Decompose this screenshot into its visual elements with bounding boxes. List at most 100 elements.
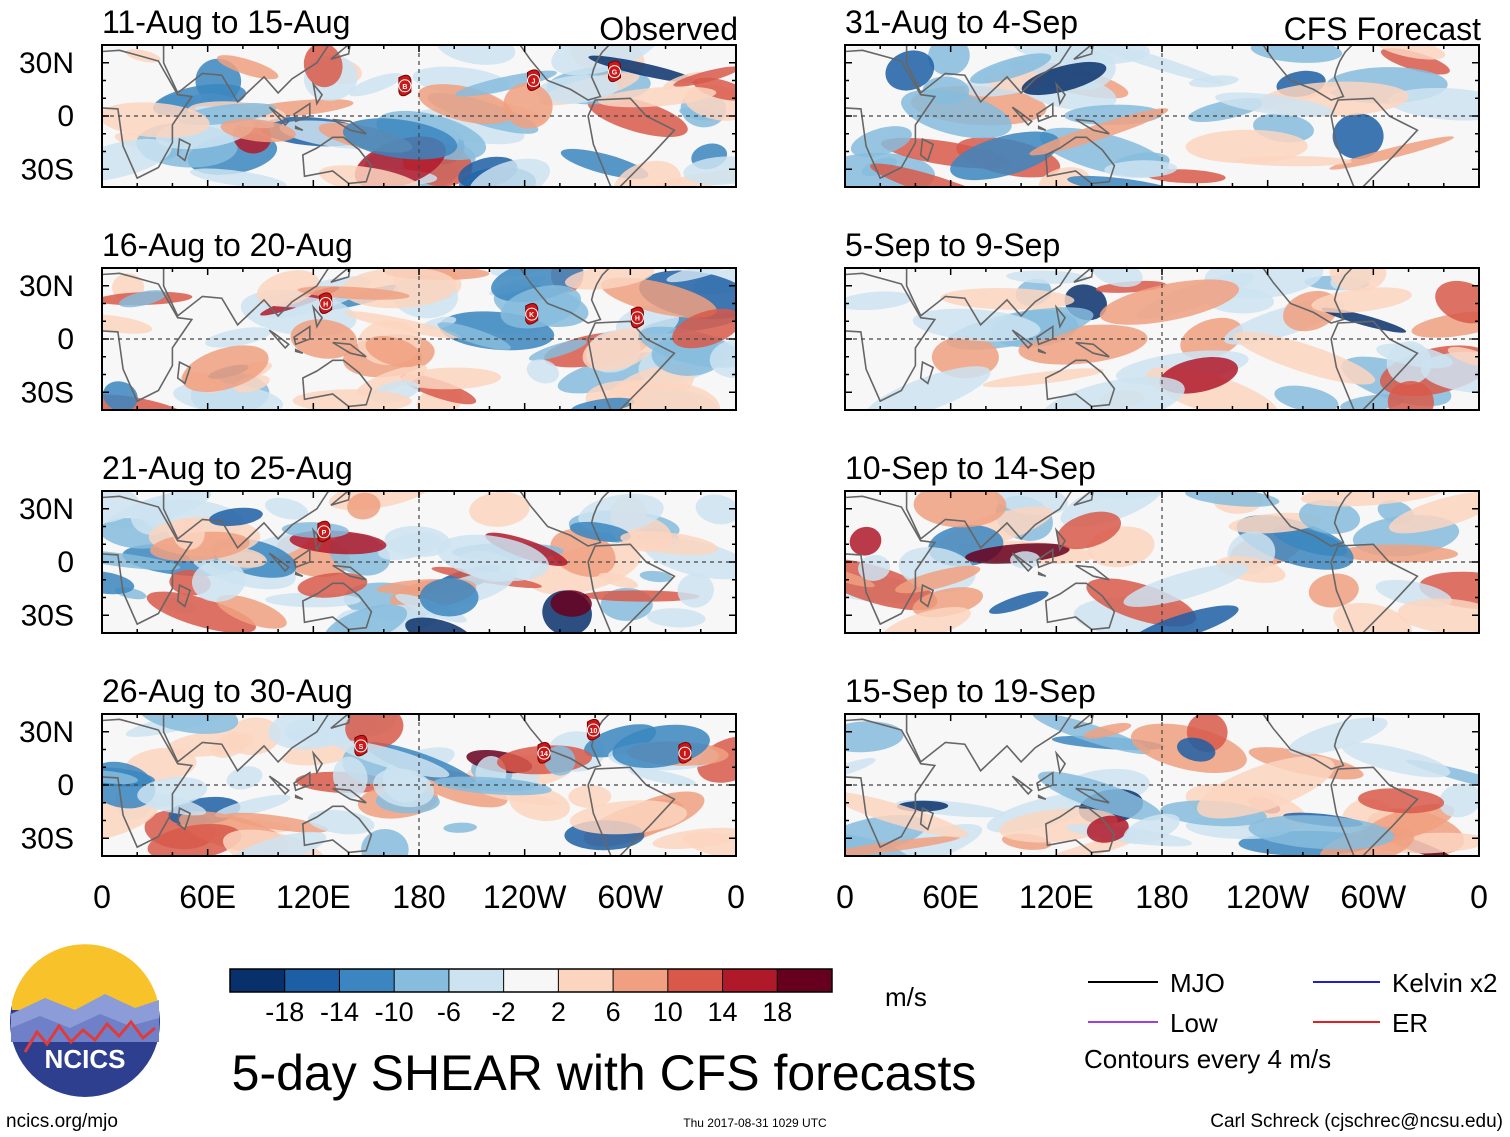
coastlines [845, 714, 1419, 856]
colorbar-swatch [230, 969, 286, 992]
storm-label: 14 [540, 751, 548, 758]
coastlines [102, 268, 676, 410]
panel-period: 5-Sep to 9-Sep [845, 227, 1060, 263]
colorbar-units: m/s [885, 982, 927, 1012]
panel-period: 21-Aug to 25-Aug [102, 450, 353, 486]
storm-label: H [323, 302, 328, 309]
lat-tick-label: 30N [19, 493, 74, 526]
map-panel [844, 267, 1480, 411]
coastlines [845, 491, 1419, 633]
contour-note: Contours every 4 m/s [1084, 1044, 1331, 1074]
main-title: 5-day SHEAR with CFS forecasts [232, 1045, 977, 1101]
shear-field [845, 714, 1479, 856]
lon-tick-label: 120W [1226, 879, 1310, 915]
coastlines [845, 45, 1419, 187]
shear-field [102, 45, 736, 187]
shear-field [102, 714, 736, 856]
lon-tick-label: 120E [276, 879, 351, 915]
panel-period: 11-Aug to 15-Aug [102, 4, 350, 40]
map-panel: H K H [101, 267, 737, 411]
colorbar-tick-label: -10 [375, 997, 414, 1027]
storm-marker: I [678, 742, 692, 764]
colorbar-tick-label: -18 [265, 997, 304, 1027]
lon-tick-label: 60W [597, 879, 664, 915]
map-panel: P [101, 490, 737, 634]
colorbar-swatch [667, 969, 724, 992]
lat-tick-label: 30S [21, 599, 74, 632]
lat-tick-label: 0 [57, 323, 74, 356]
colorbar-swatch [503, 969, 559, 992]
shear-field [102, 491, 736, 633]
coastlines [102, 491, 676, 633]
lat-tick-label: 30N [19, 270, 74, 303]
lat-tick-label: 0 [57, 546, 74, 579]
lat-tick-label: 30S [21, 153, 74, 186]
storm-marker: K [525, 303, 539, 325]
lon-tick-label: 60W [1340, 879, 1407, 915]
colorbar-tick-label: 18 [762, 997, 792, 1027]
lat-tick-label: 30N [19, 47, 74, 80]
storm-label: B [402, 84, 407, 91]
legend-label-er: ER [1392, 1008, 1428, 1038]
lat-tick-label: 30S [21, 376, 74, 409]
colorbar-tick-label: -6 [437, 997, 461, 1027]
storm-marker: S [354, 734, 368, 757]
shear-field [845, 45, 1479, 187]
lon-tick-label: 0 [727, 879, 745, 915]
storm-label: 10 [590, 728, 598, 735]
map-panel [844, 713, 1480, 857]
map-panel: S 10 14 I [101, 713, 737, 857]
storm-marker: 14 [537, 742, 551, 764]
lat-tick-label: 30N [19, 716, 74, 749]
legend-label-low: Low [1170, 1008, 1218, 1038]
storm-label: I [684, 751, 686, 758]
colorbar-tick-label: 10 [653, 997, 683, 1027]
footer-timestamp: Thu 2017-08-31 1029 UTC [683, 1116, 827, 1130]
storm-marker: B [398, 74, 412, 97]
colorbar-swatch [284, 969, 340, 992]
lon-tick-label: 180 [392, 879, 445, 915]
colorbar-swatch [448, 969, 505, 992]
lon-tick-label: 0 [93, 879, 111, 915]
lon-tick-label: 60E [179, 879, 236, 915]
storm-marker: P [317, 520, 331, 543]
storm-label: S [359, 744, 364, 751]
colorbar-tick-label: -2 [492, 997, 516, 1027]
lon-tick-label: 0 [1470, 879, 1488, 915]
colorbar-swatch [558, 969, 614, 992]
colorbar-tick-label: 14 [708, 997, 738, 1027]
panel-period: 10-Sep to 14-Sep [845, 450, 1096, 486]
shear-field [845, 491, 1479, 633]
legend-label-kelvin: Kelvin x2 [1392, 968, 1498, 998]
storm-marker: J [527, 69, 540, 91]
legend: MJO Kelvin x2 Low ER Contours every 4 m/… [1084, 968, 1498, 1074]
panel-period: 26-Aug to 30-Aug [102, 673, 353, 709]
colorbar-swatch [613, 969, 669, 992]
storm-label: H [635, 316, 640, 323]
column-label: Observed [599, 11, 738, 47]
storm-label: K [529, 312, 534, 319]
panel-period: 31-Aug to 4-Sep [845, 4, 1078, 40]
footer-credit: Carl Schreck (cjschrec@ncsu.edu) [1210, 1111, 1503, 1132]
colorbar-swatch [394, 969, 450, 992]
map-panel [844, 490, 1480, 634]
lon-tick-label: 120E [1019, 879, 1094, 915]
logo-text: NCICS [45, 1044, 126, 1074]
coastlines [102, 714, 676, 856]
storm-marker: 10 [586, 718, 600, 741]
storm-label: G [612, 70, 618, 77]
ncics-logo: NCICS [10, 944, 160, 1097]
storm-label: J [532, 79, 536, 86]
coastlines [845, 268, 1419, 410]
lat-tick-label: 0 [57, 100, 74, 133]
column-label: CFS Forecast [1284, 11, 1481, 47]
map-panel: B J G [101, 44, 737, 188]
legend-label-mjo: MJO [1170, 968, 1225, 998]
storm-label: P [322, 530, 327, 537]
panel-period: 16-Aug to 20-Aug [102, 227, 353, 263]
storm-marker: G [608, 60, 621, 83]
colorbar: -18 -14 -10 -6 -2 2 6 10 14 18 [229, 968, 833, 1027]
lon-tick-label: 60E [922, 879, 979, 915]
colorbar-tick-label: -14 [320, 997, 359, 1027]
